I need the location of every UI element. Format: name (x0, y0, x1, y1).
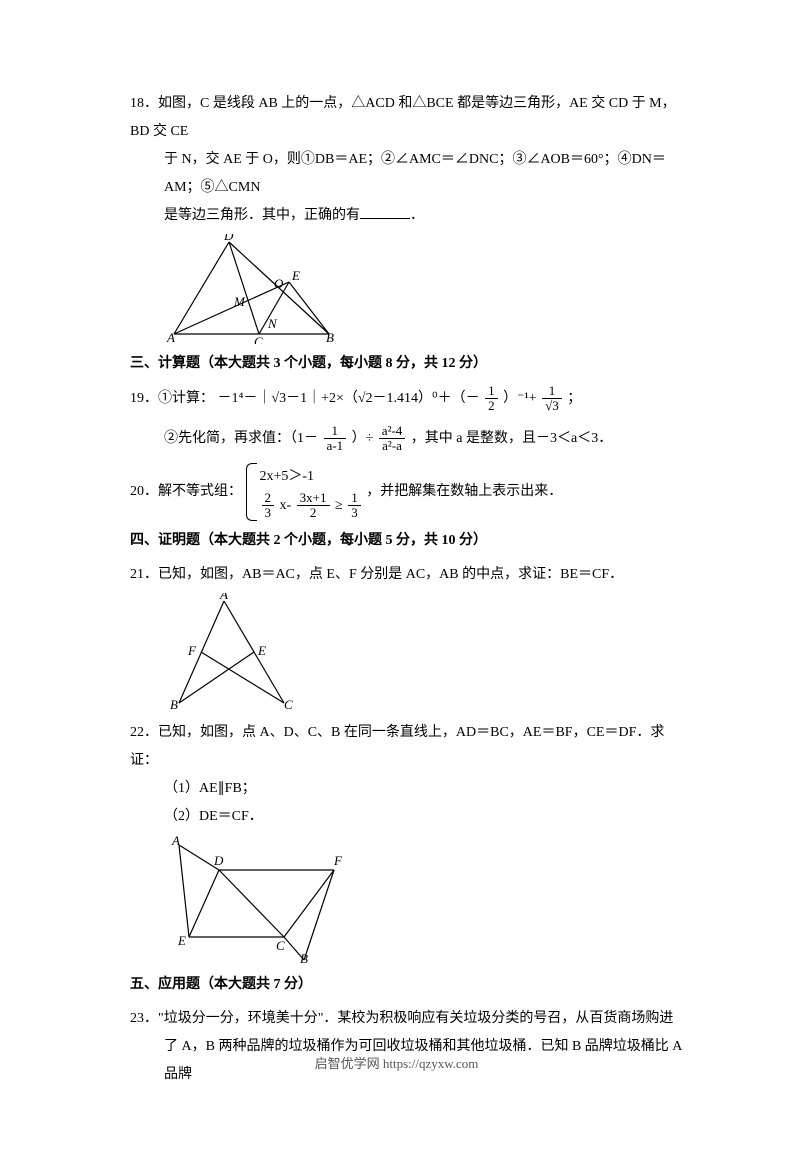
q21-B: B (170, 697, 178, 712)
q22-p2: （2）DE＝CF． (130, 803, 683, 831)
q22-F: F (333, 853, 343, 868)
lbl-O: O (274, 276, 284, 291)
q22-svg: A D F E C B (164, 835, 354, 965)
q23-l1: "垃圾分一分，环境美十分"．某校为积极响应有关垃圾分类的号召，从百货商场购进 (158, 1011, 673, 1026)
q20-r1: 2x+5＞-1 (260, 469, 315, 484)
q21-C: C (284, 697, 293, 712)
q19-p2b: ）÷ (352, 431, 374, 446)
q23-num: 23． (130, 1011, 158, 1026)
lbl-E: E (291, 268, 300, 283)
question-19: 19．①计算： －1⁴－｜√3－1｜+2×（√2－1.414）⁰＋（－ 12 ）… (130, 384, 683, 453)
question-22: 22．已知，如图，点 A、D、C、B 在同一条直线上，AD＝BC，AE＝BF，C… (130, 719, 683, 965)
q20-fracB: 3x+12 (297, 491, 330, 521)
q20-t1: 解不等式组： (158, 484, 242, 499)
q20-fracA: 23 (262, 491, 275, 521)
question-18: 18．如图，C 是线段 AB 上的一点，△ACD 和△BCE 都是等边三角形，A… (130, 90, 683, 344)
q20-t2: ，并把解集在数轴上表示出来． (366, 484, 562, 499)
question-20: 20．解不等式组： 2x+5＞-1 23 x- 3x+12 ≥ 13 ，并把解集… (130, 463, 683, 521)
section-4-heading: 四、证明题（本大题共 2 个小题，每小题 5 分，共 10 分） (130, 527, 683, 555)
q19-num: 19． (130, 391, 158, 406)
q19-part2: ②先化简，再求值：（1－ 1a-1 ）÷ a²-4a²-a ，其中 a 是整数，… (130, 424, 683, 454)
lbl-B: B (326, 330, 334, 344)
q19-frac2: 1√3 (542, 384, 562, 414)
q19-frac4: a²-4a²-a (379, 424, 406, 454)
q20-fracC: 13 (348, 491, 361, 521)
q22-num: 22． (130, 725, 158, 740)
q21-num: 21． (130, 567, 158, 582)
q20-r2: 23 x- 3x+12 ≥ 13 (260, 498, 363, 513)
footer-url: https://qzyxw.com (383, 1056, 479, 1071)
q18-figure: A B C D E M N O (164, 234, 683, 344)
lbl-D: D (223, 234, 234, 243)
page-footer: 启智优学网 https://qzyxw.com (0, 1053, 793, 1072)
footer-text: 启智优学网 (315, 1056, 383, 1071)
page-content: 18．如图，C 是线段 AB 上的一点，△ACD 和△BCE 都是等边三角形，A… (0, 0, 793, 1155)
q18-l3-wrap: 是等边三角形．其中，正确的有 ． (130, 202, 683, 230)
q19-p1d: ； (567, 391, 581, 406)
section-3-heading: 三、计算题（本大题共 3 个小题，每小题 8 分，共 12 分） (130, 350, 683, 378)
question-21: 21．已知，如图，AB＝AC，点 E、F 分别是 AC，AB 的中点，求证：BE… (130, 561, 683, 713)
q19-p2a: ②先化简，再求值：（1－ (164, 431, 318, 446)
q22-C: C (276, 938, 285, 953)
q18-l3b: ． (410, 208, 424, 223)
q19-p1b: －1⁴－｜√3－1｜+2×（√2－1.414）⁰＋（－ (218, 391, 480, 406)
q21-figure: A B C F E (164, 593, 683, 713)
q19-frac1: 12 (485, 384, 498, 414)
q20-r2b: ≥ (335, 498, 343, 513)
q18-svg: A B C D E M N O (164, 234, 339, 344)
lbl-A: A (166, 330, 175, 344)
lbl-N: N (267, 316, 278, 331)
question-23: 23．"垃圾分一分，环境美十分"．某校为积极响应有关垃圾分类的号召，从百货商场购… (130, 1005, 683, 1089)
q19-frac3: 1a-1 (324, 424, 347, 454)
lbl-M: M (233, 294, 246, 309)
q21-F: F (187, 643, 197, 658)
q19-p1c: ）⁻¹+ (503, 391, 536, 406)
q22-D: D (213, 853, 224, 868)
q21-E: E (257, 643, 266, 658)
q21-text: 已知，如图，AB＝AC，点 E、F 分别是 AC，AB 的中点，求证：BE＝CF… (158, 567, 623, 582)
q21-A: A (219, 593, 228, 602)
q18-l3: 是等边三角形．其中，正确的有 (164, 208, 360, 223)
q22-figure: A D F E C B (164, 835, 683, 965)
q19-p2c: ，其中 a 是整数，且－3＜a＜3． (411, 431, 612, 446)
q22-l1: 已知，如图，点 A、D、C、B 在同一条直线上，AD＝BC，AE＝BF，CE＝D… (130, 725, 664, 768)
q21-svg: A B C F E (164, 593, 304, 713)
q20-r2a: x- (280, 498, 292, 513)
q18-l2: 于 N，交 AE 于 O，则①DB＝AE；②∠AMC＝∠DNC；③∠AOB＝60… (130, 146, 683, 202)
q20-brace: 2x+5＞-1 23 x- 3x+12 ≥ 13 (246, 463, 363, 521)
q22-A: A (171, 835, 180, 848)
q18-blank (360, 206, 410, 219)
q20-num: 20． (130, 484, 158, 499)
q22-B: B (300, 951, 308, 965)
lbl-C: C (254, 334, 263, 344)
q22-p1: （1）AE∥FB； (130, 775, 683, 803)
q18-num: 18． (130, 96, 158, 111)
q18-l1: 如图，C 是线段 AB 上的一点，△ACD 和△BCE 都是等边三角形，AE 交… (130, 96, 676, 139)
q19-p1a: ①计算： (158, 391, 214, 406)
q22-E: E (177, 933, 186, 948)
section-5-heading: 五、应用题（本大题共 7 分） (130, 971, 683, 999)
